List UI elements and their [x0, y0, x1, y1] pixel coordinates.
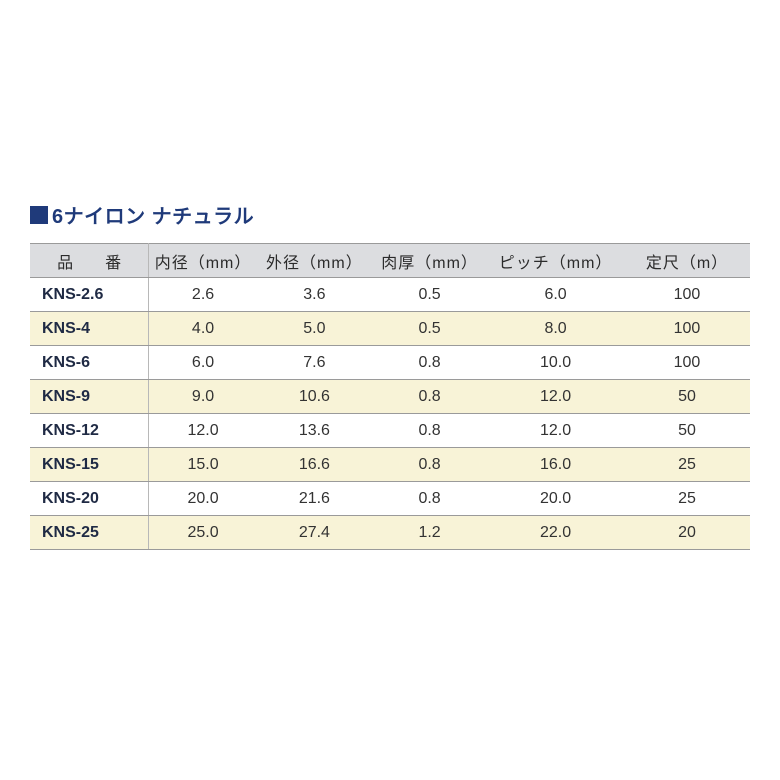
cell-od: 7.6	[257, 346, 372, 380]
cell-len: 100	[624, 278, 750, 312]
cell-th: 0.8	[372, 482, 487, 516]
col-header-th: 肉厚（mm）	[372, 244, 487, 278]
table-row: KNS-20 20.0 21.6 0.8 20.0 25	[30, 482, 750, 516]
cell-len: 25	[624, 448, 750, 482]
cell-pitch: 12.0	[487, 380, 624, 414]
col-header-pitch: ピッチ（mm）	[487, 244, 624, 278]
col-header-id: 内径（mm）	[149, 244, 257, 278]
cell-th: 0.8	[372, 414, 487, 448]
cell-od: 16.6	[257, 448, 372, 482]
cell-len: 50	[624, 414, 750, 448]
cell-code: KNS-12	[30, 414, 149, 448]
cell-pitch: 8.0	[487, 312, 624, 346]
cell-od: 13.6	[257, 414, 372, 448]
cell-id: 25.0	[149, 516, 257, 550]
cell-id: 6.0	[149, 346, 257, 380]
table-row: KNS-9 9.0 10.6 0.8 12.0 50	[30, 380, 750, 414]
cell-code: KNS-25	[30, 516, 149, 550]
title-text: 6ナイロン ナチュラル	[52, 200, 254, 229]
table-row: KNS-2.6 2.6 3.6 0.5 6.0 100	[30, 278, 750, 312]
cell-th: 1.2	[372, 516, 487, 550]
cell-id: 2.6	[149, 278, 257, 312]
cell-code: KNS-9	[30, 380, 149, 414]
table-row: KNS-15 15.0 16.6 0.8 16.0 25	[30, 448, 750, 482]
table-row: KNS-12 12.0 13.6 0.8 12.0 50	[30, 414, 750, 448]
cell-id: 20.0	[149, 482, 257, 516]
cell-len: 25	[624, 482, 750, 516]
cell-od: 5.0	[257, 312, 372, 346]
cell-pitch: 12.0	[487, 414, 624, 448]
cell-code: KNS-15	[30, 448, 149, 482]
table-row: KNS-6 6.0 7.6 0.8 10.0 100	[30, 346, 750, 380]
table-row: KNS-4 4.0 5.0 0.5 8.0 100	[30, 312, 750, 346]
cell-th: 0.8	[372, 380, 487, 414]
cell-od: 27.4	[257, 516, 372, 550]
col-header-code: 品 番	[30, 244, 149, 278]
section-title: 6ナイロン ナチュラル	[30, 200, 750, 229]
cell-od: 10.6	[257, 380, 372, 414]
cell-th: 0.8	[372, 448, 487, 482]
cell-pitch: 10.0	[487, 346, 624, 380]
table-row: KNS-25 25.0 27.4 1.2 22.0 20	[30, 516, 750, 550]
cell-code: KNS-6	[30, 346, 149, 380]
col-header-od: 外径（mm）	[257, 244, 372, 278]
cell-len: 100	[624, 346, 750, 380]
col-header-len: 定尺（m）	[624, 244, 750, 278]
table-header-row: 品 番 内径（mm） 外径（mm） 肉厚（mm） ピッチ（mm） 定尺（m）	[30, 244, 750, 278]
table-body: KNS-2.6 2.6 3.6 0.5 6.0 100 KNS-4 4.0 5.…	[30, 278, 750, 550]
spec-table: 品 番 内径（mm） 外径（mm） 肉厚（mm） ピッチ（mm） 定尺（m） K…	[30, 243, 750, 550]
cell-id: 9.0	[149, 380, 257, 414]
page: 6ナイロン ナチュラル 品 番 内径（mm） 外径（mm） 肉厚（mm） ピッチ…	[0, 0, 780, 780]
cell-code: KNS-4	[30, 312, 149, 346]
cell-pitch: 16.0	[487, 448, 624, 482]
cell-pitch: 20.0	[487, 482, 624, 516]
cell-pitch: 22.0	[487, 516, 624, 550]
cell-od: 3.6	[257, 278, 372, 312]
cell-id: 12.0	[149, 414, 257, 448]
cell-id: 15.0	[149, 448, 257, 482]
cell-len: 100	[624, 312, 750, 346]
cell-id: 4.0	[149, 312, 257, 346]
title-square-icon	[30, 206, 48, 224]
cell-len: 20	[624, 516, 750, 550]
cell-th: 0.8	[372, 346, 487, 380]
cell-od: 21.6	[257, 482, 372, 516]
cell-th: 0.5	[372, 278, 487, 312]
cell-th: 0.5	[372, 312, 487, 346]
cell-code: KNS-2.6	[30, 278, 149, 312]
cell-pitch: 6.0	[487, 278, 624, 312]
cell-code: KNS-20	[30, 482, 149, 516]
cell-len: 50	[624, 380, 750, 414]
